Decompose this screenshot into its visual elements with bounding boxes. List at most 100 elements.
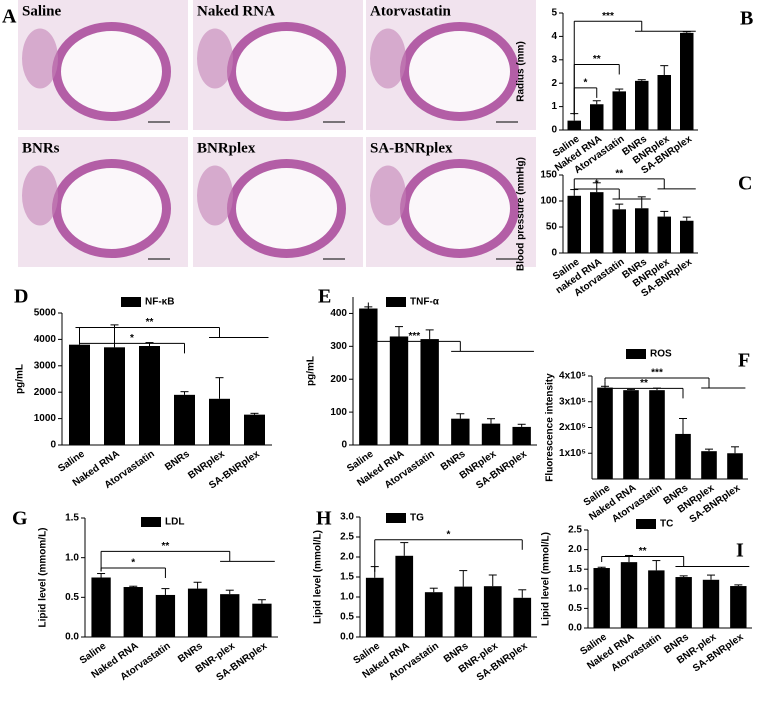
bar xyxy=(69,344,90,445)
bar xyxy=(252,603,272,637)
bar xyxy=(483,586,502,637)
bar xyxy=(620,562,638,628)
y-tick-label: 2 xyxy=(551,78,557,89)
y-tick-label: 3.0 xyxy=(340,512,354,523)
y-tick-label: 1x10⁵ xyxy=(559,448,586,459)
bar xyxy=(395,555,414,637)
legend-label: NF-κB xyxy=(145,297,174,308)
significance: ** xyxy=(162,541,170,552)
bar xyxy=(244,414,265,445)
bar xyxy=(123,587,143,637)
bar xyxy=(451,418,470,445)
bar xyxy=(454,586,473,637)
tissue xyxy=(197,28,233,89)
bar xyxy=(424,592,443,637)
y-tick-label: 1.5 xyxy=(65,513,79,524)
panel-letter: D xyxy=(14,286,28,308)
y-axis-label: pg/mL xyxy=(15,364,26,394)
significance: ** xyxy=(593,54,601,65)
bar xyxy=(597,387,613,479)
bar xyxy=(155,594,176,637)
image-label: Naked RNA xyxy=(197,3,275,19)
y-tick-label: 0 xyxy=(551,248,557,259)
y-axis-label: Blood pressure (mmHg) xyxy=(516,157,527,271)
vessel-wall xyxy=(227,159,346,258)
vessel-wall xyxy=(52,159,171,258)
significance: *** xyxy=(408,331,420,342)
bar xyxy=(512,426,531,445)
panel-letter: F xyxy=(738,350,750,372)
y-tick-label: 5000 xyxy=(34,308,57,319)
image-label: BNRs xyxy=(22,140,60,156)
y-tick-label: 1.5 xyxy=(340,572,354,583)
legend-swatch xyxy=(636,519,656,529)
bar xyxy=(675,577,692,628)
significance: *** xyxy=(602,11,614,22)
y-tick-label: 0.5 xyxy=(568,603,582,614)
legend-label: TC xyxy=(660,519,673,530)
bar xyxy=(590,104,604,130)
panel-letter: E xyxy=(318,286,331,308)
bar xyxy=(91,577,111,637)
y-axis-label: pg/mL xyxy=(306,356,317,386)
y-tick-label: 150 xyxy=(540,170,557,181)
y-tick-label: 0.5 xyxy=(65,592,79,603)
bar xyxy=(139,346,160,445)
significance: * xyxy=(447,529,451,540)
bar xyxy=(567,195,581,253)
y-tick-label: 1.0 xyxy=(340,592,354,603)
vessel-wall xyxy=(400,159,519,258)
legend-swatch xyxy=(141,517,161,527)
significance: ** xyxy=(639,546,647,557)
legend-swatch xyxy=(386,513,406,523)
y-tick-label: 4000 xyxy=(34,334,57,345)
y-tick-label: 1.5 xyxy=(568,564,582,575)
bar xyxy=(680,32,694,130)
y-tick-label: 0 xyxy=(50,440,56,451)
bar xyxy=(590,192,604,253)
y-tick-label: 0 xyxy=(341,440,347,451)
bar xyxy=(635,208,649,253)
y-axis-label: Lipid level (mmom/L) xyxy=(38,527,49,627)
bar xyxy=(730,586,747,628)
bar xyxy=(359,308,378,445)
legend-label: TNF-α xyxy=(410,297,440,308)
significance: *** xyxy=(651,368,663,379)
bar xyxy=(612,209,626,253)
image-label: BNRplex xyxy=(197,140,256,156)
y-tick-label: 100 xyxy=(330,407,347,418)
bar xyxy=(481,423,501,445)
image-label: Atorvastatin xyxy=(370,3,451,19)
y-axis-label: Fluorescence intensity xyxy=(545,373,556,482)
y-tick-label: 1000 xyxy=(34,413,57,424)
bar xyxy=(174,394,195,445)
y-tick-label: 300 xyxy=(330,341,347,352)
bar xyxy=(187,588,208,637)
y-tick-label: 2x10⁵ xyxy=(559,422,586,433)
legend-swatch xyxy=(386,297,406,307)
bar xyxy=(612,91,626,130)
tissue xyxy=(370,165,406,226)
bar xyxy=(680,220,694,253)
y-tick-label: 2.0 xyxy=(568,544,582,555)
y-tick-label: 2000 xyxy=(34,387,57,398)
significance: ** xyxy=(615,169,623,180)
panel-letter: B xyxy=(740,8,753,30)
legend-swatch xyxy=(121,297,141,307)
panel-letter: H xyxy=(316,508,332,530)
vessel-wall xyxy=(52,22,171,121)
bar xyxy=(675,433,691,479)
bar xyxy=(220,594,240,637)
y-tick-label: 1 xyxy=(551,101,557,112)
bar xyxy=(623,390,639,479)
tissue xyxy=(22,165,58,226)
significance: * xyxy=(584,78,588,89)
y-tick-label: 2.5 xyxy=(568,525,582,536)
y-tick-label: 5 xyxy=(551,8,557,19)
y-tick-label: 3 xyxy=(551,54,557,65)
significance: ** xyxy=(640,378,648,389)
y-tick-label: 0.0 xyxy=(340,632,354,643)
bar xyxy=(104,347,125,445)
panel-letter: G xyxy=(12,508,28,530)
bar xyxy=(657,75,671,130)
